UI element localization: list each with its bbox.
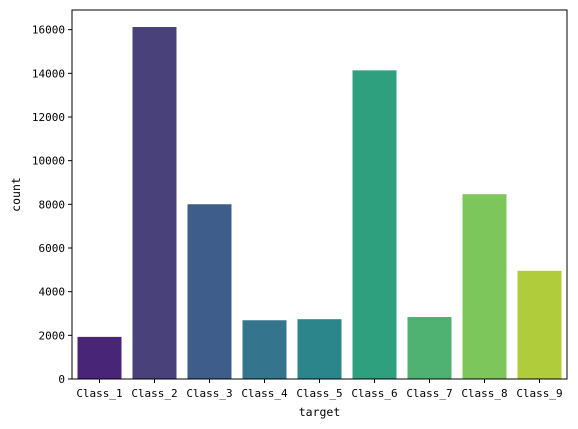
x-tick-label: Class_4 [241,387,288,400]
bars-group [77,26,562,380]
bar-class-4 [242,320,287,379]
y-axis: 0 2000 4000 6000 8000 10000 12000 14000 16000 [32,24,72,386]
x-tick-label: Class_6 [351,387,397,400]
bar-class-3 [187,204,232,379]
bar-class-8 [462,194,507,379]
y-tick-label: 10000 [32,155,65,168]
bar-class-5 [297,319,342,379]
x-axis-label: target [299,405,341,419]
bar-class-6 [352,70,397,380]
bar-class-2 [132,26,177,380]
y-tick-label: 2000 [39,329,66,342]
bar-class-9 [517,270,562,379]
x-tick-label: Class_5 [296,387,342,400]
bar-class-7 [407,317,452,379]
y-tick-label: 8000 [39,198,66,211]
y-tick-label: 4000 [39,286,66,299]
y-tick-label: 14000 [32,67,65,80]
y-axis-label: count [9,177,23,212]
x-axis: Class_1 Class_2 Class_3 Class_4 Class_5 Class… [76,379,563,400]
plot-frame [71,9,568,380]
bar-class-1 [77,336,122,379]
x-tick-label: Class_1 [76,387,122,400]
x-tick-label: Class_8 [461,387,507,400]
y-tick-label: 16000 [32,24,65,37]
y-tick-label: 6000 [39,242,66,255]
y-tick-label: 0 [58,373,65,386]
y-tick-label: 12000 [32,111,65,124]
x-tick-label: Class_9 [516,387,562,400]
x-tick-label: Class_7 [406,387,452,400]
x-tick-label: Class_3 [186,387,232,400]
x-tick-label: Class_2 [131,387,177,400]
